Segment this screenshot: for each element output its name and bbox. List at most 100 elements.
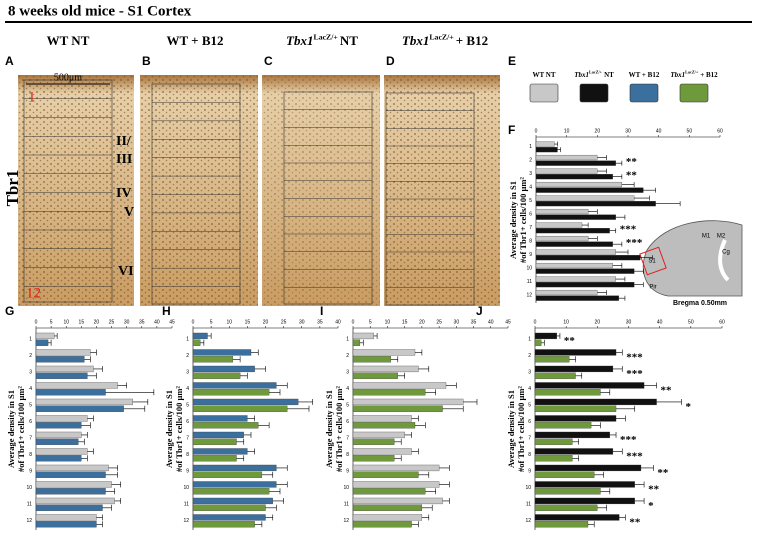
- error-bar: [415, 349, 423, 356]
- y-tick-label: 2: [346, 353, 349, 359]
- bar: [352, 471, 419, 478]
- x-tick-label: 0: [535, 128, 538, 134]
- bar: [35, 497, 115, 505]
- y-tick-label: 2: [529, 158, 532, 164]
- x-tick-label: 30: [454, 319, 460, 325]
- error-bar: [411, 415, 419, 422]
- significance: **: [661, 384, 673, 396]
- label-part: Tbx1: [670, 71, 685, 79]
- bar: [35, 448, 88, 455]
- x-tick-label: 30: [124, 319, 130, 325]
- x-tick-label: 20: [263, 319, 269, 325]
- error-bar: [634, 497, 645, 504]
- error-bar: [276, 464, 288, 471]
- error-bar: [394, 455, 402, 462]
- bar: [192, 372, 241, 379]
- error-bar: [442, 497, 450, 504]
- layer-label: VI: [118, 264, 134, 279]
- bar: [35, 382, 118, 389]
- x-tick-label: 50: [688, 319, 694, 325]
- significance: ***: [626, 368, 643, 380]
- error-bar: [111, 481, 121, 488]
- bar: [534, 398, 657, 406]
- bar: [534, 514, 620, 521]
- y-tick-label: 8: [529, 239, 532, 245]
- error-bar: [655, 201, 681, 207]
- atlas-label: Pir: [649, 285, 656, 291]
- label-part: LacZ/+: [314, 32, 339, 41]
- x-tick-label: 25: [436, 319, 442, 325]
- x-tick-label: 25: [281, 319, 287, 325]
- bar: [35, 481, 112, 488]
- significance: ***: [626, 237, 643, 249]
- panel-letter: I: [320, 304, 323, 318]
- significance: ***: [620, 223, 637, 235]
- label-part: Tbx1: [286, 33, 313, 48]
- significance: **: [626, 169, 638, 181]
- bar: [535, 282, 635, 288]
- x-tick-label: 20: [595, 319, 601, 325]
- y-tick-label: 9: [529, 252, 532, 258]
- bar: [192, 398, 299, 406]
- error-bar: [390, 356, 399, 363]
- bar: [192, 356, 234, 363]
- y-tick-label: 7: [29, 436, 32, 442]
- bar: [534, 356, 570, 363]
- error-bar: [84, 356, 91, 363]
- atlas-ventricle: [718, 239, 730, 282]
- bar: [192, 455, 237, 462]
- bar: [534, 521, 589, 528]
- bar: [352, 422, 416, 429]
- error-bar: [394, 438, 402, 445]
- bar: [192, 431, 244, 439]
- bar: [35, 349, 91, 356]
- error-bar: [569, 356, 576, 363]
- label-part: NT: [340, 33, 358, 48]
- error-bar: [81, 431, 88, 438]
- error-bar: [102, 504, 112, 511]
- error-bar: [359, 339, 364, 346]
- label-part: WT + B12: [166, 33, 223, 48]
- x-tick-label: 0: [534, 319, 537, 325]
- label-part: WT NT: [532, 71, 555, 79]
- bar: [192, 481, 277, 488]
- y-tick-label: 6: [529, 212, 532, 218]
- error-bar: [373, 332, 378, 339]
- marker-label: Tbr1: [3, 170, 22, 207]
- error-bar: [442, 405, 464, 412]
- error-bar: [612, 448, 623, 455]
- y-tick-label: 11: [344, 502, 349, 508]
- error-bar: [418, 471, 430, 478]
- y-tick-label: 4: [346, 386, 349, 392]
- scale-bar-label: 500μm: [54, 72, 82, 83]
- y-tick-label: 11: [527, 279, 532, 285]
- bin-label: 1: [28, 89, 36, 105]
- error-bar: [96, 514, 103, 521]
- bar: [352, 356, 392, 363]
- bar: [192, 405, 288, 412]
- x-tick-label: 45: [169, 319, 175, 325]
- bar: [192, 471, 263, 478]
- error-bar: [634, 268, 644, 274]
- bar: [534, 339, 542, 346]
- bar: [352, 448, 412, 455]
- error-bar: [446, 382, 457, 389]
- bar: [534, 471, 595, 478]
- significance: **: [657, 467, 669, 479]
- error-bar: [87, 448, 94, 455]
- panel-letter: H: [162, 304, 171, 318]
- x-tick-label: 0: [352, 319, 355, 325]
- y-tick-label: 4: [186, 386, 189, 392]
- layer-label: V: [124, 205, 134, 220]
- y-tick-label: 7: [186, 436, 189, 442]
- bar: [534, 455, 573, 462]
- bar: [534, 389, 601, 396]
- bin-label: 12: [26, 285, 41, 301]
- error-bar: [247, 415, 255, 422]
- label-part: LacZ/+: [589, 70, 603, 75]
- error-bar: [600, 389, 611, 396]
- bar: [534, 497, 635, 505]
- bar: [35, 431, 82, 439]
- bar: [535, 228, 610, 234]
